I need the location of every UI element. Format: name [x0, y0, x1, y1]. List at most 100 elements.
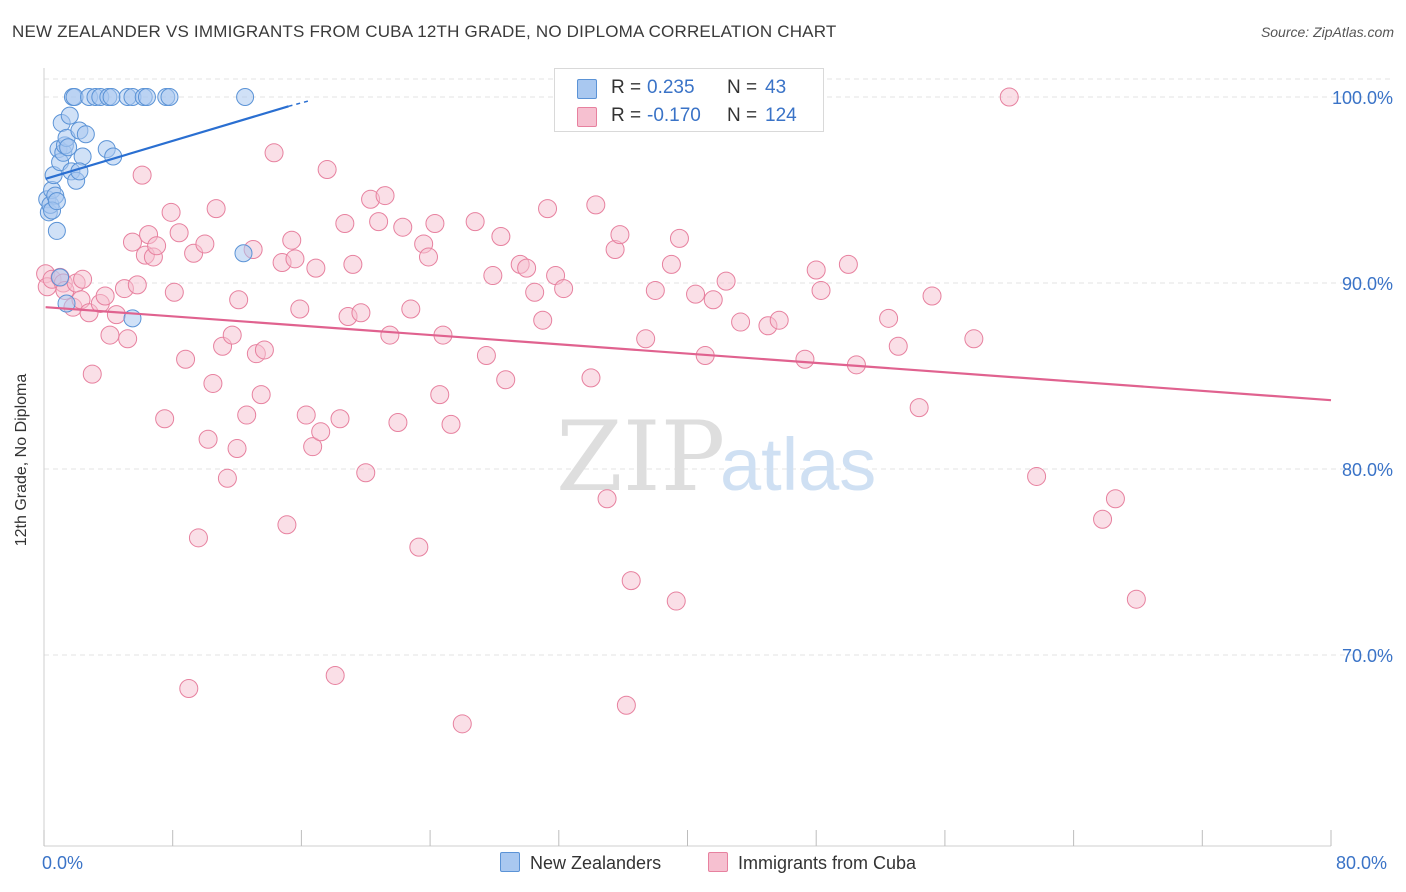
cuba-point	[229, 290, 249, 310]
trend-lines	[45, 99, 1332, 402]
n-label: N =	[727, 105, 758, 126]
r-value: -0.170	[647, 105, 701, 126]
cuba-point	[375, 186, 395, 206]
y-tick-label: 80.0%	[1342, 460, 1393, 480]
cuba-point	[418, 247, 438, 267]
cuba-point	[217, 468, 237, 488]
cuba-point	[251, 385, 271, 405]
cuba-point	[616, 695, 636, 715]
cuba-point	[282, 230, 302, 250]
cuba-point	[227, 439, 247, 459]
gridlines	[44, 78, 1392, 656]
cuba-point	[964, 329, 984, 349]
cuba-point	[806, 260, 826, 280]
cuba-point	[203, 373, 223, 393]
cuba-point	[73, 269, 93, 289]
cuba-point	[369, 212, 389, 232]
cuba-point	[538, 199, 558, 219]
cuba-point	[188, 528, 208, 548]
cuba-point	[476, 346, 496, 366]
cuba-point	[597, 489, 617, 509]
new-zealander-point	[236, 88, 255, 106]
cuba-point	[285, 249, 305, 269]
cuba-point	[388, 413, 408, 432]
cuba-point	[95, 286, 115, 306]
legend-item-new-zealanders[interactable]: New Zealanders	[500, 852, 661, 874]
cuba-point	[811, 280, 831, 300]
y-tick-labels: 70.0% 80.0% 90.0% 100.0%	[1332, 88, 1393, 666]
new-zealander-point	[137, 88, 156, 106]
new-zealander-point	[73, 147, 92, 166]
cuba-point	[409, 537, 429, 557]
cuba-point	[669, 228, 689, 248]
cuba-point	[452, 714, 472, 734]
cuba-point	[1126, 589, 1146, 609]
cuba-point	[335, 213, 355, 233]
cuba-point	[909, 398, 929, 418]
cuba-point	[731, 312, 751, 332]
cuba-point	[401, 299, 421, 319]
cuba-point	[351, 303, 371, 323]
y-tick-label: 90.0%	[1342, 274, 1393, 294]
cuba-point	[343, 254, 363, 274]
cuba-points	[36, 87, 1146, 734]
cuba-point	[483, 266, 503, 286]
new-zealander-trend-extension	[288, 99, 310, 108]
new-zealander-trend-line	[45, 105, 289, 180]
cuba-point	[100, 325, 120, 345]
cuba-point	[425, 213, 445, 233]
watermark-zip: ZIP	[556, 401, 725, 513]
cuba-point	[636, 329, 656, 349]
cuba-trend-line	[45, 306, 1332, 402]
new-zealander-point	[59, 138, 78, 157]
legend-item-cuba[interactable]: Immigrants from Cuba	[708, 852, 916, 874]
cuba-point	[127, 275, 147, 295]
cuba-point	[586, 195, 606, 215]
cuba-point	[296, 405, 316, 425]
cuba-point	[496, 370, 516, 390]
n-value: 43	[765, 77, 787, 98]
cuba-point	[716, 271, 736, 291]
n-label: N =	[727, 77, 758, 98]
y-tick-label: 70.0%	[1342, 646, 1393, 666]
r-label: R =	[611, 77, 642, 98]
cuba-point	[254, 340, 274, 360]
cuba-point	[645, 280, 665, 300]
cuba-point	[147, 236, 167, 256]
cuba-point	[554, 279, 574, 299]
cuba-point	[465, 212, 485, 232]
legend-label: Immigrants from Cuba	[738, 853, 917, 873]
blue-swatch	[500, 852, 520, 872]
new-zealander-point	[47, 221, 66, 240]
cuba-point	[430, 385, 450, 405]
cuba-point	[1093, 509, 1113, 529]
x-tick-min: 0.0%	[42, 853, 84, 873]
new-zealander-point	[102, 88, 121, 106]
x-tick-max: 80.0%	[1336, 853, 1388, 873]
cuba-point	[325, 665, 345, 685]
cuba-point	[769, 310, 789, 330]
cuba-point	[176, 349, 196, 369]
cuba-point	[237, 405, 257, 425]
cuba-point	[118, 329, 138, 349]
r-value: 0.235	[647, 77, 695, 98]
watermark-atlas: atlas	[720, 423, 876, 506]
cuba-point	[380, 325, 400, 345]
cuba-point	[179, 678, 199, 698]
cuba-point	[303, 437, 323, 457]
cuba-point	[311, 422, 331, 442]
legend-row-cuba: R = -0.170 N = 124	[555, 101, 823, 129]
cuba-point	[491, 227, 511, 246]
cuba-point	[666, 591, 686, 611]
cuba-point	[132, 165, 152, 185]
blue-swatch	[577, 79, 597, 99]
cuba-point	[222, 325, 242, 345]
r-label: R =	[611, 105, 642, 126]
cuba-point	[888, 336, 908, 356]
cuba-point	[661, 254, 681, 274]
cuba-point	[879, 308, 899, 328]
new-zealander-point	[160, 88, 179, 106]
cuba-point	[525, 282, 545, 302]
cuba-point	[686, 284, 706, 304]
